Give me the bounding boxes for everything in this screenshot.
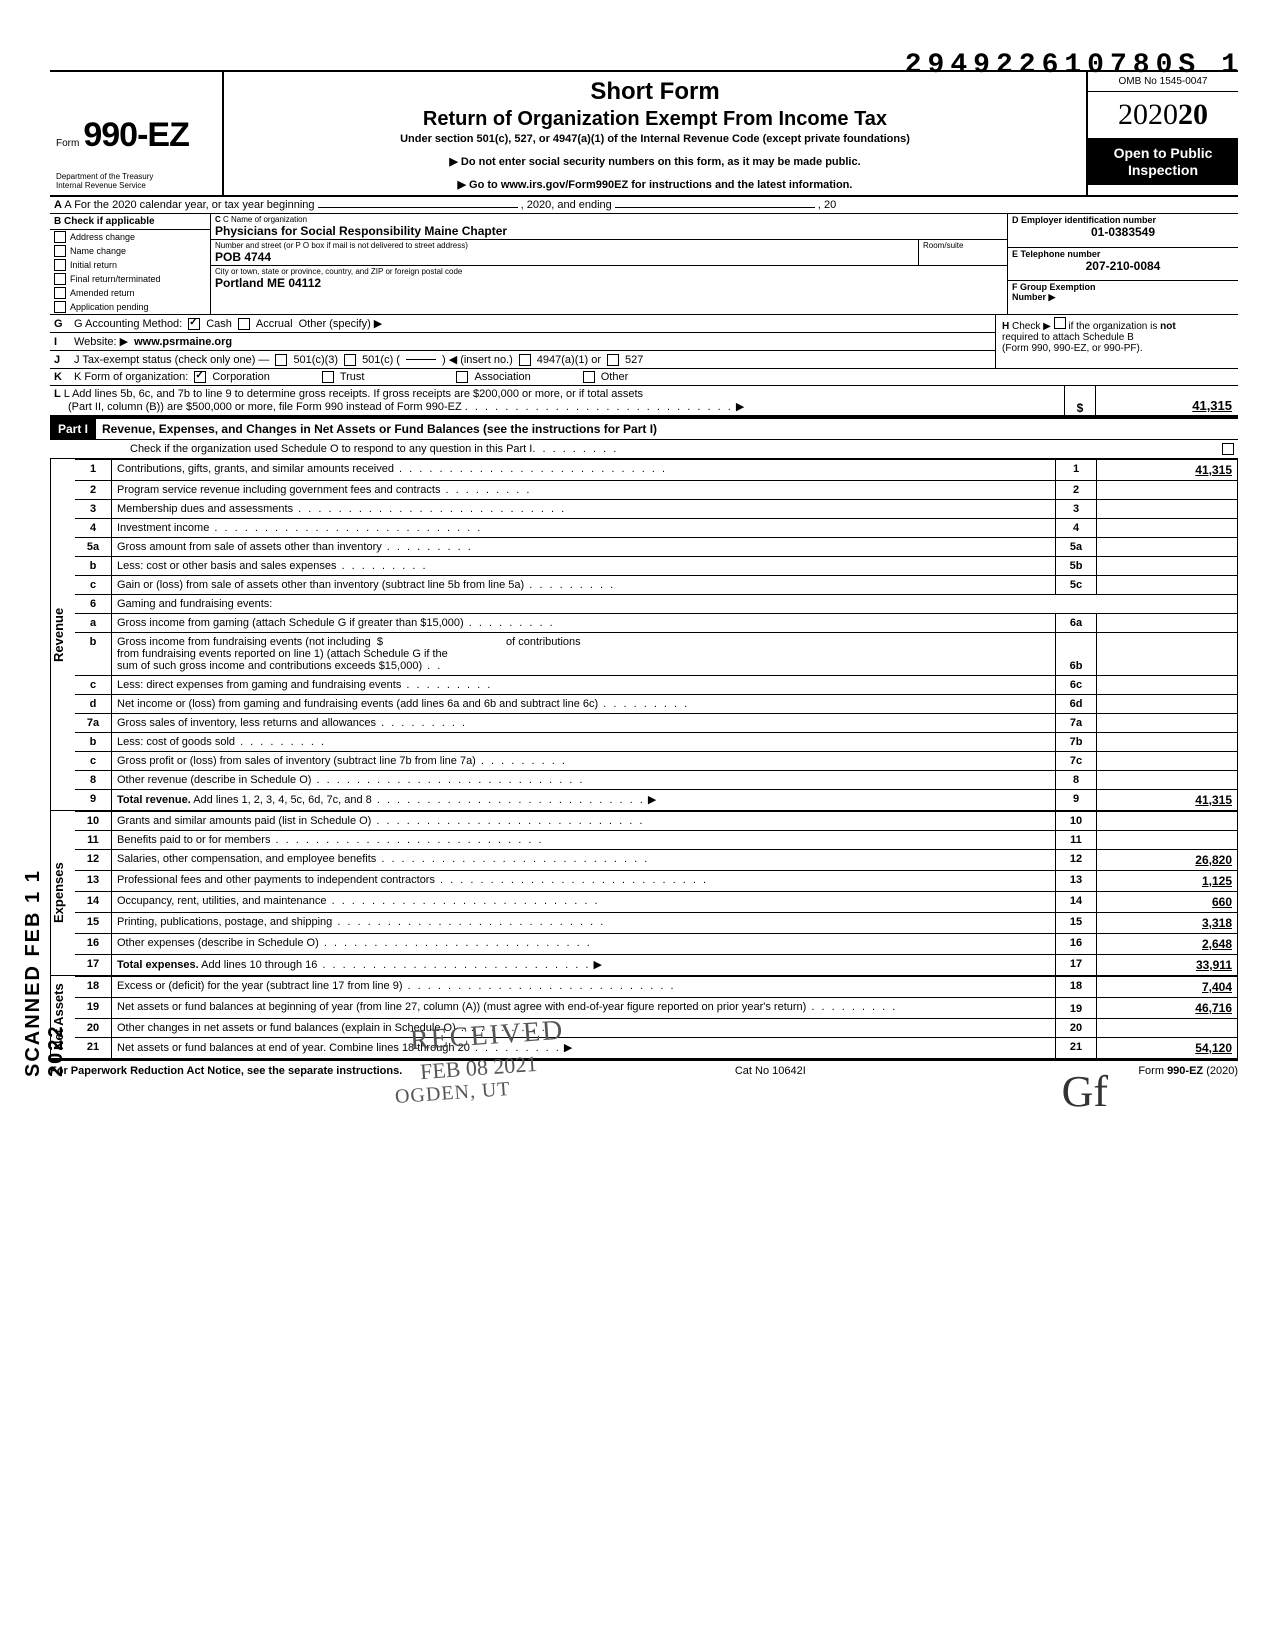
ssn-note: ▶ Do not enter social security numbers o…: [234, 155, 1076, 168]
part1-label: Part I: [50, 419, 96, 439]
footer: For Paperwork Reduction Act Notice, see …: [50, 1059, 1238, 1077]
chk-application-pending[interactable]: Application pending: [50, 300, 210, 314]
gross-receipts: 41,315: [1095, 386, 1238, 415]
chk-cash[interactable]: [188, 318, 200, 330]
dln: 294922610780S1: [905, 50, 1238, 81]
form-number: Form 990-EZ: [56, 116, 216, 155]
chk-address-change[interactable]: Address change: [50, 230, 210, 244]
city-state-zip: Portland ME 04112: [215, 276, 1003, 290]
chk-initial-return[interactable]: Initial return: [50, 258, 210, 272]
subtitle: Under section 501(c), 527, or 4947(a)(1)…: [234, 133, 1076, 145]
chk-amended-return[interactable]: Amended return: [50, 286, 210, 300]
chk-501c[interactable]: [344, 354, 356, 366]
line-a: A A For the 2020 calendar year, or tax y…: [50, 197, 1238, 214]
department: Department of the Treasury Internal Reve…: [56, 173, 216, 191]
chk-corporation[interactable]: [194, 371, 206, 383]
part1-check-text: Check if the organization used Schedule …: [130, 443, 532, 455]
chk-schedule-o[interactable]: [1222, 443, 1234, 455]
chk-association[interactable]: [456, 371, 468, 383]
tax-year: 202020: [1088, 92, 1238, 139]
chk-accrual[interactable]: [238, 318, 250, 330]
b-header: B Check if applicable: [50, 214, 210, 230]
ein: 01-0383549: [1012, 225, 1234, 239]
expenses-label: Expenses: [50, 811, 75, 976]
h-check: H Check ▶ if the organization is not: [1002, 317, 1232, 332]
url-note: ▶ Go to www.irs.gov/Form990EZ for instru…: [234, 178, 1076, 191]
website: www.psrmaine.org: [134, 336, 232, 348]
open-to-public: Open to Public Inspection: [1088, 139, 1238, 185]
chk-final-return[interactable]: Final return/terminated: [50, 272, 210, 286]
chk-527[interactable]: [607, 354, 619, 366]
main-title: Return of Organization Exempt From Incom…: [234, 108, 1076, 131]
street-address: POB 4744: [215, 250, 914, 264]
chk-name-change[interactable]: Name change: [50, 244, 210, 258]
chk-4947[interactable]: [519, 354, 531, 366]
net-assets-label: Net Assets: [50, 976, 75, 1059]
chk-other-org[interactable]: [583, 371, 595, 383]
revenue-label: Revenue: [50, 459, 75, 811]
identity-grid: B Check if applicable Address change Nam…: [50, 214, 1238, 315]
chk-501c3[interactable]: [275, 354, 287, 366]
initials: Gf: [1062, 1066, 1108, 1117]
ogden-stamp: OGDEN, UT: [394, 1078, 511, 1109]
short-form-title: Short Form: [234, 78, 1076, 106]
phone: 207-210-0084: [1012, 259, 1234, 273]
line-k: K K Form of organization: Corporation Tr…: [50, 369, 1238, 386]
chk-no-schedule-b[interactable]: [1054, 317, 1066, 329]
part1-title: Revenue, Expenses, and Changes in Net As…: [96, 419, 1238, 439]
org-name: Physicians for Social Responsibility Mai…: [215, 224, 1003, 238]
form-header: Form 990-EZ Department of the Treasury I…: [50, 70, 1238, 197]
chk-trust[interactable]: [322, 371, 334, 383]
